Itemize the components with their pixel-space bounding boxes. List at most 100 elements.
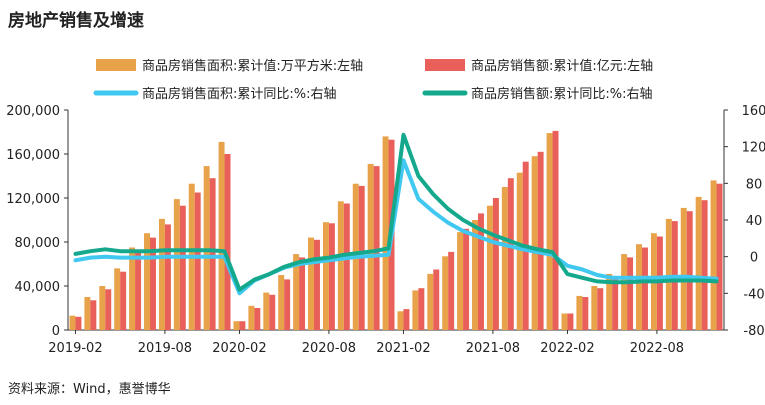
- bar: [203, 166, 210, 330]
- bar: [284, 279, 291, 330]
- bar: [248, 305, 255, 330]
- left-tick-label: 200,000: [6, 104, 60, 119]
- bar: [716, 183, 723, 330]
- bar: [322, 222, 329, 330]
- bar: [478, 213, 484, 330]
- bar: [114, 268, 121, 330]
- bar: [537, 151, 544, 330]
- bar: [254, 308, 261, 330]
- bar: [472, 220, 478, 330]
- bar: [90, 300, 97, 330]
- bar: [606, 273, 613, 330]
- legend-label: 商品房销售面积:累计值:万平方米:左轴: [142, 58, 363, 74]
- bar: [99, 286, 106, 330]
- bar: [701, 200, 708, 330]
- bar: [710, 180, 717, 330]
- legend-label: 商品房销售面积:累计同比:%:右轴: [142, 86, 337, 102]
- bar: [516, 172, 523, 330]
- bar: [686, 211, 693, 330]
- right-tick-label: -80: [743, 324, 764, 339]
- left-tick-label: 0: [52, 324, 60, 339]
- bar: [150, 237, 156, 330]
- x-tick-label: 2021-08: [466, 341, 520, 356]
- bar: [263, 292, 270, 330]
- bar: [412, 290, 419, 330]
- bar: [507, 178, 514, 330]
- bar: [218, 141, 225, 330]
- bar: [120, 271, 127, 330]
- bar: [695, 196, 702, 330]
- bar: [418, 288, 425, 330]
- left-tick-label: 40,000: [15, 280, 61, 295]
- bar: [433, 269, 440, 330]
- bar: [144, 233, 150, 330]
- bar: [373, 166, 380, 330]
- bar: [75, 316, 82, 330]
- legend-swatch: [425, 59, 465, 71]
- x-tick-label: 2022-02: [540, 341, 594, 356]
- source-note: 资料来源：Wind，惠誉博华: [8, 382, 171, 397]
- x-tick-label: 2019-02: [48, 341, 102, 356]
- legend-label: 商品房销售额:累计同比:%:右轴: [471, 86, 653, 102]
- right-tick-label: 40: [746, 214, 763, 229]
- bar: [224, 154, 231, 330]
- bar: [552, 130, 559, 330]
- x-tick-label: 2020-02: [212, 341, 266, 356]
- bar: [367, 163, 374, 330]
- bar: [164, 224, 171, 330]
- right-tick-label: 0: [750, 251, 758, 266]
- bar: [278, 275, 285, 330]
- bar: [546, 133, 553, 330]
- bar: [299, 257, 306, 330]
- line-series-2: [73, 132, 719, 292]
- x-tick-label: 2020-08: [302, 341, 356, 356]
- bar: [233, 321, 240, 330]
- bar: [627, 257, 634, 330]
- bar: [194, 192, 201, 330]
- bar: [576, 295, 583, 330]
- bar: [314, 239, 320, 330]
- bar: [269, 294, 276, 330]
- bar: [621, 254, 628, 330]
- right-tick-label: 160: [742, 104, 765, 119]
- bar: [531, 156, 538, 330]
- left-tick-label: 80,000: [15, 236, 61, 251]
- bar: [308, 237, 314, 330]
- bar: [158, 218, 165, 330]
- bar: [293, 254, 300, 330]
- x-tick-label: 2021-02: [376, 341, 430, 356]
- x-tick-label: 2019-08: [138, 341, 192, 356]
- right-tick-label: 80: [746, 177, 763, 192]
- x-tick-label: 2022-08: [630, 341, 684, 356]
- bar: [84, 297, 91, 330]
- bar: [501, 187, 508, 330]
- bar: [337, 201, 344, 330]
- bar: [567, 313, 574, 330]
- chart-title: 房地产销售及增速: [8, 11, 144, 31]
- bar: [129, 247, 136, 330]
- bar: [463, 228, 470, 330]
- left-tick-label: 160,000: [6, 148, 60, 163]
- bar: [173, 199, 180, 330]
- bar: [665, 218, 672, 330]
- bar: [486, 205, 493, 330]
- bar: [105, 289, 112, 330]
- bar: [382, 136, 389, 330]
- bar: [492, 198, 499, 330]
- bar: [636, 244, 642, 330]
- bar: [179, 205, 186, 330]
- left-tick-label: 120,000: [6, 192, 60, 207]
- bar: [561, 313, 568, 330]
- bar: [442, 256, 449, 330]
- bar: [427, 273, 434, 330]
- bar: [656, 236, 663, 330]
- bar: [397, 311, 404, 330]
- bar: [343, 203, 350, 330]
- bar: [448, 251, 455, 330]
- bar: [582, 297, 589, 330]
- bar: [403, 309, 410, 330]
- right-tick-label: -40: [743, 287, 764, 302]
- right-tick-label: 120: [742, 141, 765, 156]
- bar: [612, 277, 619, 330]
